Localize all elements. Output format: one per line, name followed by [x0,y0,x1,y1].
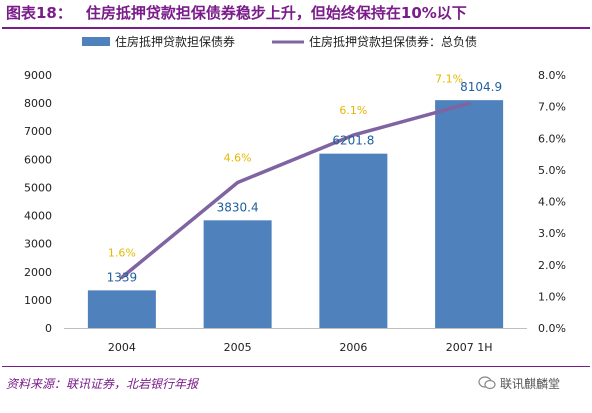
footer-divider [2,366,590,367]
y-left-tick-label: 0 [45,322,52,335]
source-note: 资料来源：联讯证券，北岩银行年报 [6,377,199,391]
line-data-label: 6.1% [339,104,367,117]
bar-data-label: 1339 [107,270,138,284]
y-right-tick-label: 7.0% [538,101,566,114]
y-right-tick-label: 8.0% [538,69,566,82]
bar-data-label: 6201.8 [332,134,374,148]
bar [203,220,272,328]
line-data-label: 1.6% [108,246,136,259]
y-right-tick-label: 1.0% [538,290,566,303]
x-tick-label: 2006 [339,341,367,354]
y-right-tick-label: 5.0% [538,164,566,177]
x-tick-label: 2005 [224,341,252,354]
chat-bubble-icon [478,376,496,390]
brand-watermark: 联讯麒麟堂 [478,373,560,393]
y-left-tick-label: 7000 [24,125,52,138]
y-left-tick-label: 9000 [24,69,52,82]
y-right-tick-label: 0.0% [538,322,566,335]
title-divider [2,27,590,29]
brand-name: 联讯麒麟堂 [500,376,561,391]
bar-data-label: 3830.4 [217,200,259,214]
bar-data-label: 8104.9 [460,80,502,94]
x-tick-label: 2007 1H [446,341,493,354]
y-left-tick-label: 8000 [24,97,52,110]
y-right-tick-label: 4.0% [538,196,566,209]
figure-title: 住房抵押贷款担保债券稳步上升，但始终保持在10%以下 [85,4,467,22]
legend-line-label: 住房抵押贷款担保债券：总负债 [309,34,477,49]
legend-bar-label: 住房抵押贷款担保债券 [115,34,235,49]
line-series [120,101,471,280]
y-left-tick-label: 5000 [24,181,52,194]
x-tick-label: 2004 [108,341,136,354]
y-right-tick-label: 2.0% [538,259,566,272]
line-data-label: 7.1% [435,72,463,85]
y-left-tick-label: 4000 [24,210,52,223]
y-left-tick-label: 2000 [24,266,52,279]
y-left-tick-label: 1000 [24,294,52,307]
bar [435,100,504,328]
bar [87,290,156,328]
legend-bar-swatch [82,37,110,46]
line-data-label: 4.6% [224,152,252,165]
chart-title: 图表18： 住房抵押贷款担保债券稳步上升，但始终保持在10%以下 [6,2,586,26]
y-left-tick-label: 3000 [24,238,52,251]
y-right-tick-label: 6.0% [538,132,566,145]
y-left-tick-label: 6000 [24,153,52,166]
bar [319,153,388,328]
figure-label: 图表18： [6,4,72,22]
y-right-tick-label: 3.0% [538,227,566,240]
